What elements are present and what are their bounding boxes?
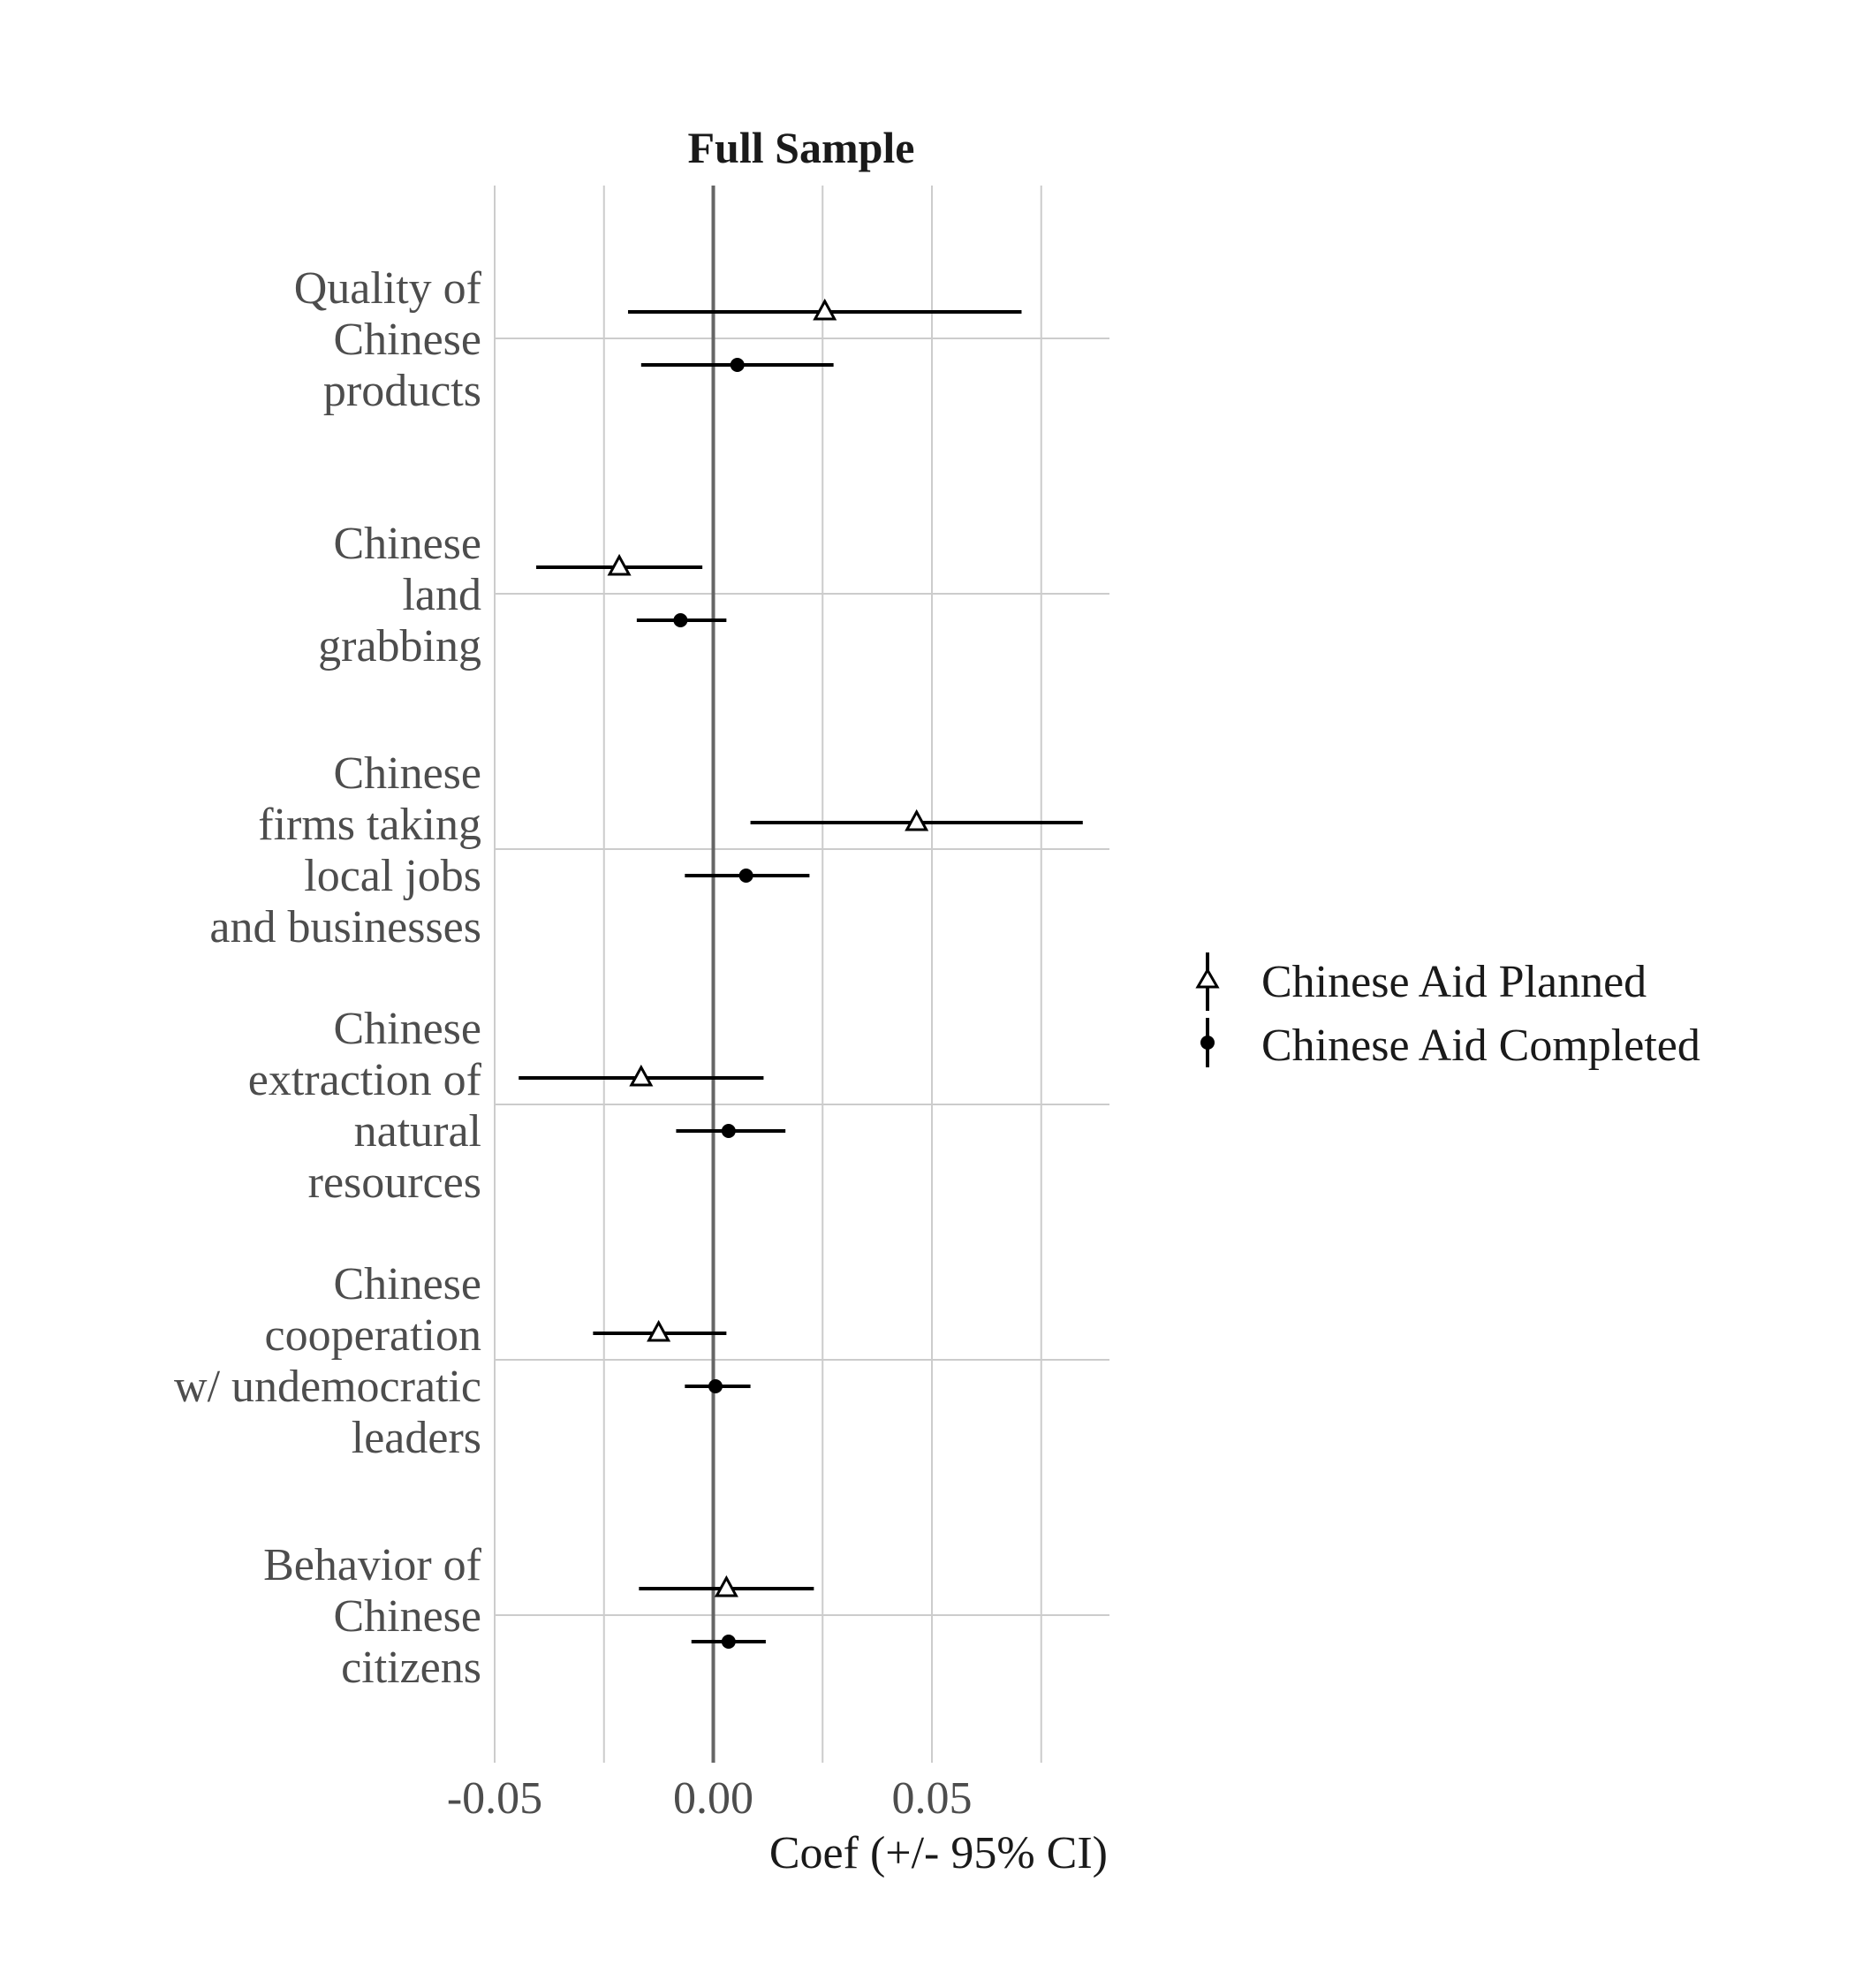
completed-estimate-point	[730, 358, 745, 372]
chart-title: Full Sample	[688, 123, 915, 172]
category-label-line: Chinese	[333, 315, 481, 365]
category-label-line: resources	[308, 1157, 481, 1208]
category-label-line: and businesses	[209, 902, 481, 952]
category-label-line: land	[402, 570, 481, 620]
planned-estimate-point	[607, 553, 632, 576]
completed-estimate-point	[721, 1635, 736, 1649]
category-label-line: cooperation	[265, 1310, 481, 1361]
category-label-line: w/ undemocratic	[174, 1362, 481, 1412]
planned-estimate-point	[905, 808, 929, 831]
legend-completed-circle-icon	[1200, 1036, 1215, 1050]
completed-estimate-point	[708, 1379, 723, 1393]
planned-estimate-point	[813, 298, 837, 321]
completed-estimate-point	[721, 1124, 736, 1138]
category-labels: Quality ofChineseproductsChineselandgrab…	[174, 263, 482, 1693]
x-tick-label: 0.05	[892, 1773, 973, 1824]
category-label-line: Behavior of	[263, 1540, 482, 1590]
legend: Chinese Aid Planned Chinese Aid Complete…	[1195, 952, 1700, 1071]
planned-estimate-point	[714, 1574, 738, 1597]
completed-estimate-point	[673, 613, 688, 627]
x-axis-title: Coef (+/- 95% CI)	[769, 1828, 1108, 1878]
category-label-line: Chinese	[333, 519, 481, 569]
category-label-line: firms taking	[258, 800, 481, 850]
completed-estimate-point	[738, 869, 753, 883]
category-label-line: Chinese	[333, 748, 481, 799]
legend-planned-triangle-icon	[1195, 967, 1220, 989]
planned-estimate-point	[647, 1319, 671, 1342]
category-label-line: Quality of	[294, 263, 482, 314]
x-axis-ticks: -0.05 0.00 0.05	[447, 1773, 973, 1824]
legend-completed-label: Chinese Aid Completed	[1261, 1021, 1700, 1071]
category-label-line: grabbing	[318, 621, 481, 672]
marks-layer	[519, 298, 1083, 1649]
legend-planned-label: Chinese Aid Planned	[1261, 957, 1647, 1007]
x-tick-label: 0.00	[673, 1773, 753, 1824]
category-label-line: Chinese	[333, 1259, 481, 1309]
category-label-line: Chinese	[333, 1004, 481, 1054]
category-label-line: local jobs	[304, 851, 481, 901]
x-tick-label: -0.05	[447, 1773, 542, 1824]
legend-item-completed: Chinese Aid Completed	[1200, 1018, 1700, 1071]
category-label-line: leaders	[352, 1413, 481, 1463]
legend-item-planned: Chinese Aid Planned	[1195, 952, 1647, 1011]
category-label-line: extraction of	[248, 1055, 482, 1105]
planned-estimate-point	[629, 1064, 654, 1087]
grid-layer	[494, 186, 1109, 1763]
category-label-line: citizens	[341, 1643, 481, 1693]
category-label-line: Chinese	[333, 1591, 481, 1642]
category-label-line: natural	[354, 1106, 481, 1157]
category-label-line: products	[323, 366, 481, 416]
